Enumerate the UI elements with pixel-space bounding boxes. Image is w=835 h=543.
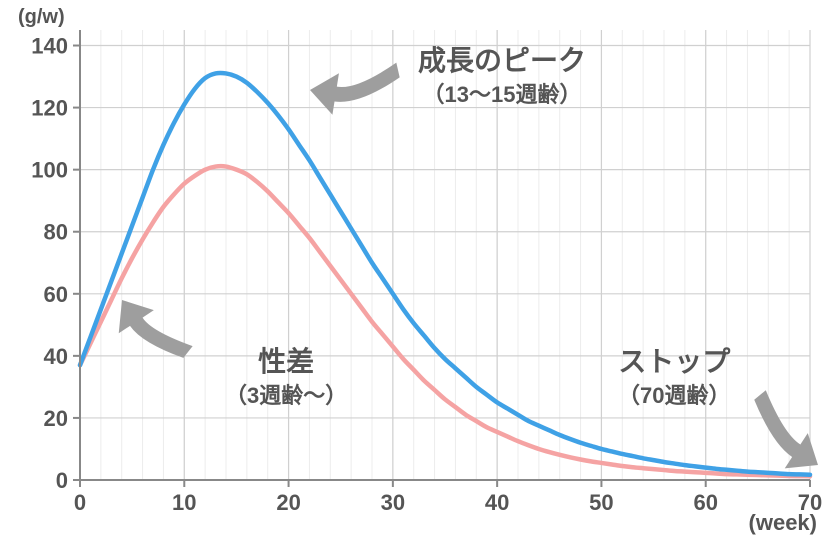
x-axis-unit: (week) xyxy=(749,510,817,536)
svg-text:30: 30 xyxy=(381,490,405,515)
svg-text:10: 10 xyxy=(172,490,196,515)
svg-text:60: 60 xyxy=(44,282,68,307)
svg-text:20: 20 xyxy=(276,490,300,515)
y-axis-unit: (g/w) xyxy=(18,6,65,29)
svg-text:60: 60 xyxy=(693,490,717,515)
svg-text:100: 100 xyxy=(31,158,68,183)
growth-rate-chart: 010203040506070020406080100120140 xyxy=(0,0,835,538)
svg-text:0: 0 xyxy=(56,468,68,493)
svg-text:50: 50 xyxy=(589,490,613,515)
svg-text:0: 0 xyxy=(74,490,86,515)
svg-text:40: 40 xyxy=(485,490,509,515)
svg-text:20: 20 xyxy=(44,406,68,431)
svg-text:140: 140 xyxy=(31,34,68,59)
svg-text:40: 40 xyxy=(44,344,68,369)
svg-text:120: 120 xyxy=(31,96,68,121)
chart-canvas: 010203040506070020406080100120140 xyxy=(0,0,835,538)
svg-text:80: 80 xyxy=(44,220,68,245)
